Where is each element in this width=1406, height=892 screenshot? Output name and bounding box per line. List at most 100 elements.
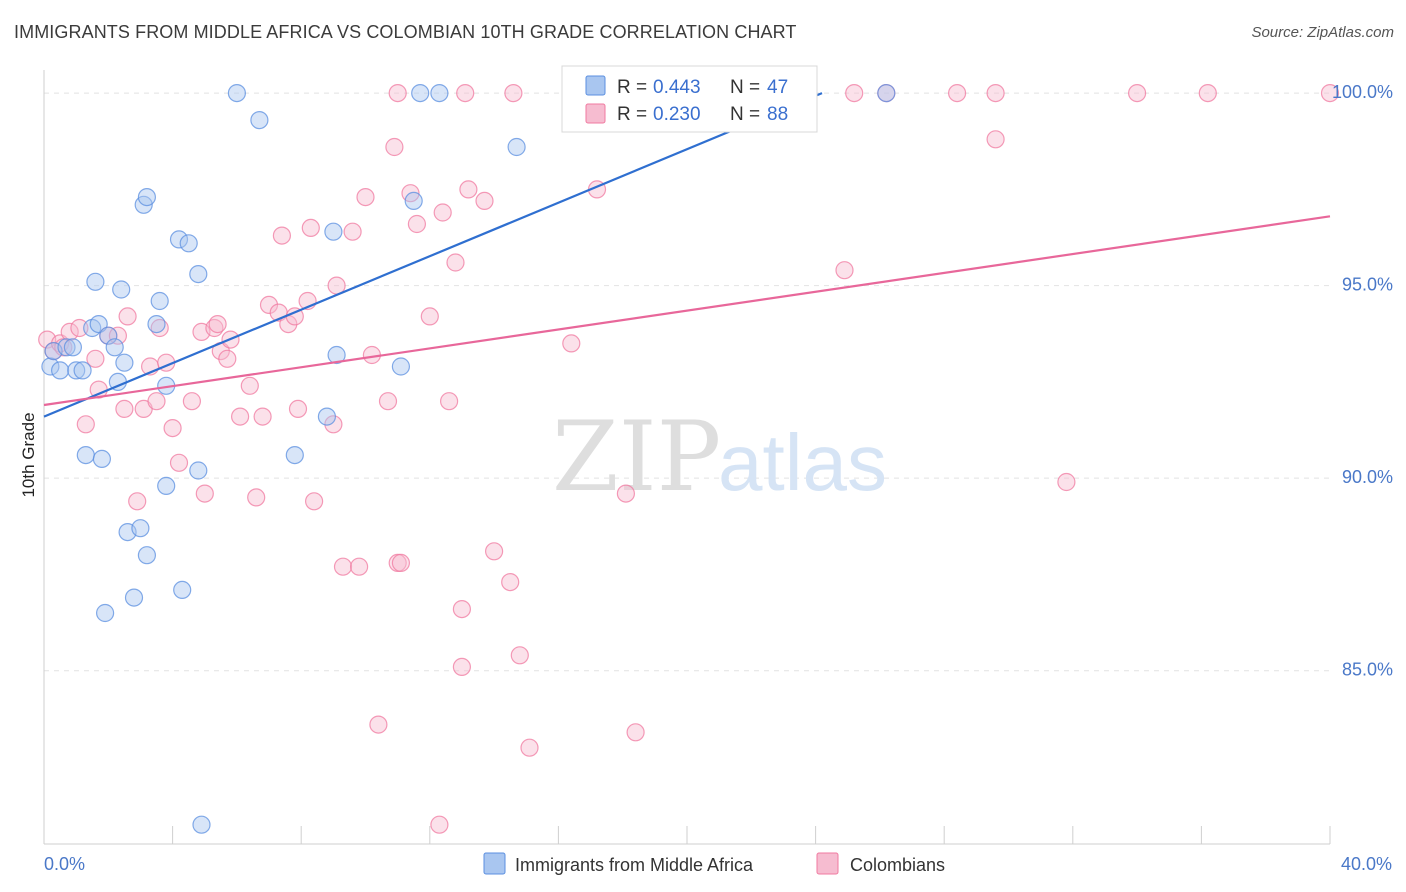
series-legend: Immigrants from Middle Africa Colombians: [483, 852, 945, 875]
scatter-point: [288, 399, 308, 418]
scatter-point: [504, 83, 523, 103]
legend-n-label-blue: N =: [730, 77, 760, 98]
scatter-point: [1057, 472, 1076, 492]
trend-layer: [43, 92, 1331, 418]
scatter-point: [189, 461, 208, 480]
scatter-point: [108, 326, 128, 345]
scatter-point: [195, 484, 214, 503]
scatter-point: [369, 715, 388, 734]
scatter-point: [877, 83, 896, 103]
scatter-point: [407, 214, 426, 234]
scatter-point: [76, 446, 95, 465]
scatter-point: [240, 376, 259, 395]
y-tick-label: 85.0%: [1342, 660, 1393, 680]
scatter-point: [501, 572, 520, 592]
y-tick-label: 100.0%: [1332, 82, 1393, 102]
scatter-point: [385, 137, 404, 157]
scatter-point: [430, 815, 449, 834]
scatter-point: [67, 361, 86, 380]
scatter-point: [115, 399, 134, 418]
watermark-atlas: atlas: [718, 418, 887, 507]
scatter-point: [507, 137, 526, 157]
scatter-point: [76, 415, 95, 434]
scatter-point: [169, 453, 189, 472]
scatter-point: [227, 83, 246, 103]
legend-n-value-pink: 88: [767, 104, 788, 125]
scatter-point: [147, 315, 166, 334]
legend-swatch-pink: [585, 103, 606, 124]
scatter-point: [327, 345, 346, 365]
scatter-point: [562, 334, 581, 353]
scatter-point: [616, 484, 636, 503]
scatter-point: [192, 815, 211, 834]
x-tick-label-min: 0.0%: [44, 854, 85, 874]
scatter-point: [420, 307, 439, 326]
scatter-point: [440, 392, 459, 411]
y-tick-labels: 85.0% 90.0% 95.0% 100.0%: [1332, 82, 1393, 680]
scatter-point: [391, 553, 410, 573]
scatter-point: [131, 519, 150, 538]
legend-n-value-blue: 47: [767, 77, 788, 98]
scatter-point: [272, 226, 291, 245]
scatter-point: [92, 449, 112, 468]
scatter-point: [70, 318, 89, 338]
scatter-point: [1127, 83, 1147, 103]
scatter-point: [378, 392, 398, 411]
trend-line-middle-africa: [43, 92, 823, 418]
scatter-point: [50, 361, 70, 380]
scatter-point: [317, 407, 336, 426]
scatter-point: [250, 110, 269, 130]
scatter-point: [189, 265, 208, 284]
scatter-point: [305, 492, 324, 511]
scatter-point: [253, 407, 272, 426]
scatter-point: [452, 599, 471, 619]
scatter-point: [128, 492, 147, 511]
scatter-point: [99, 326, 118, 345]
scatter-point: [285, 446, 304, 465]
scatter-point: [446, 253, 465, 272]
scatter-point: [626, 723, 645, 742]
stats-legend: R = 0.443 N = 47 R = 0.230 N = 88: [561, 65, 818, 133]
scatter-point: [485, 542, 504, 561]
y-axis-label: 10th Grade: [19, 412, 38, 497]
bottom-legend-swatch-pink: [816, 852, 839, 875]
scatter-point: [459, 180, 478, 199]
scatter-point: [73, 361, 92, 380]
scatter-point: [218, 349, 237, 368]
scatter-point: [404, 191, 423, 210]
scatter-point: [179, 234, 198, 253]
scatter-point: [41, 357, 60, 376]
bottom-legend-swatch-blue: [483, 852, 506, 875]
bottom-legend-label-blue: Immigrants from Middle Africa: [515, 855, 754, 875]
scatter-point: [324, 222, 343, 241]
trend-line-colombians: [43, 215, 1331, 407]
scatter-point: [115, 353, 134, 372]
legend-r-label-blue: R =: [617, 77, 647, 98]
scatter-point: [173, 580, 192, 600]
series-colombians: [38, 83, 1340, 834]
axes: [43, 70, 1331, 845]
source-label: Source: ZipAtlas.com: [1251, 24, 1394, 41]
scatter-point: [112, 280, 131, 299]
scatter-point: [231, 407, 250, 426]
legend-n-label-pink: N =: [730, 104, 760, 125]
scatter-point: [60, 322, 79, 341]
scatter-point: [1320, 83, 1340, 103]
scatter-point: [456, 83, 475, 103]
scatter-point: [86, 349, 105, 368]
scatter-point: [430, 83, 449, 103]
scatter-point: [475, 191, 494, 210]
scatter-point: [95, 603, 115, 623]
scatter-point: [947, 83, 967, 103]
scatter-point: [86, 272, 105, 291]
scatter-point: [163, 419, 182, 438]
scatter-point: [845, 83, 864, 103]
scatter-point: [391, 357, 410, 376]
bottom-legend-label-pink: Colombians: [850, 855, 945, 875]
scatter-point: [57, 338, 76, 357]
scatter-point: [510, 646, 529, 665]
scatter-point: [388, 83, 407, 103]
scatter-point: [150, 291, 169, 311]
scatter-point: [986, 130, 1005, 149]
